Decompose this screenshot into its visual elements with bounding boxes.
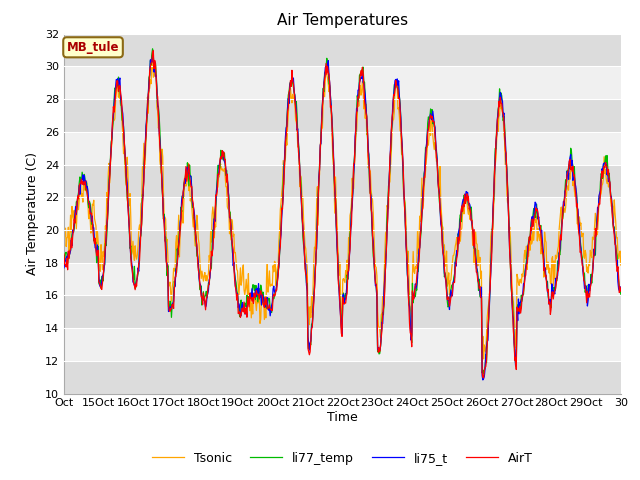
li77_temp bbox=[617, 291, 625, 297]
li75_t bbox=[125, 226, 133, 231]
li75_t bbox=[432, 138, 440, 144]
Tsonic bbox=[480, 356, 488, 362]
Y-axis label: Air Temperature (C): Air Temperature (C) bbox=[26, 152, 39, 275]
li77_temp bbox=[432, 148, 440, 154]
Line: li75_t: li75_t bbox=[64, 55, 621, 380]
Tsonic bbox=[277, 199, 285, 205]
li77_temp bbox=[401, 195, 408, 201]
li75_t bbox=[228, 244, 236, 250]
Legend: Tsonic, li77_temp, li75_t, AirT: Tsonic, li77_temp, li75_t, AirT bbox=[147, 447, 538, 469]
Bar bbox=[64, 34, 621, 66]
X-axis label: Time: Time bbox=[327, 411, 358, 424]
Bar bbox=[64, 361, 621, 394]
li77_temp bbox=[277, 223, 285, 229]
AirT bbox=[60, 251, 68, 257]
Bar bbox=[64, 230, 621, 263]
AirT bbox=[277, 225, 285, 230]
Tsonic bbox=[256, 321, 264, 326]
Bar bbox=[64, 165, 621, 197]
Tsonic bbox=[432, 144, 440, 149]
AirT bbox=[150, 48, 157, 54]
AirT bbox=[617, 288, 625, 294]
li77_temp bbox=[480, 371, 488, 377]
li75_t bbox=[60, 265, 68, 271]
li75_t bbox=[256, 293, 264, 299]
li75_t bbox=[479, 377, 486, 383]
Line: AirT: AirT bbox=[64, 51, 621, 378]
Line: li77_temp: li77_temp bbox=[64, 49, 621, 374]
li77_temp bbox=[125, 228, 133, 234]
AirT bbox=[432, 141, 440, 146]
AirT bbox=[228, 242, 236, 248]
Bar bbox=[64, 197, 621, 230]
li77_temp bbox=[228, 250, 236, 255]
Tsonic bbox=[125, 203, 133, 209]
li77_temp bbox=[60, 253, 68, 259]
Tsonic bbox=[617, 262, 625, 268]
Bar bbox=[64, 66, 621, 99]
Line: Tsonic: Tsonic bbox=[64, 56, 621, 359]
li75_t bbox=[148, 52, 156, 58]
AirT bbox=[401, 203, 408, 209]
li75_t bbox=[617, 287, 625, 293]
AirT bbox=[480, 375, 488, 381]
Tsonic bbox=[60, 233, 68, 239]
Tsonic bbox=[148, 53, 156, 59]
Bar bbox=[64, 132, 621, 165]
li77_temp bbox=[256, 295, 264, 300]
AirT bbox=[125, 225, 133, 231]
Bar bbox=[64, 328, 621, 361]
Bar bbox=[64, 99, 621, 132]
Bar bbox=[64, 295, 621, 328]
Tsonic bbox=[401, 197, 408, 203]
li77_temp bbox=[148, 46, 156, 52]
Text: MB_tule: MB_tule bbox=[67, 41, 119, 54]
Bar bbox=[64, 263, 621, 295]
li75_t bbox=[277, 231, 285, 237]
AirT bbox=[256, 290, 264, 296]
Title: Air Temperatures: Air Temperatures bbox=[277, 13, 408, 28]
li75_t bbox=[401, 202, 408, 207]
Tsonic bbox=[228, 220, 236, 226]
